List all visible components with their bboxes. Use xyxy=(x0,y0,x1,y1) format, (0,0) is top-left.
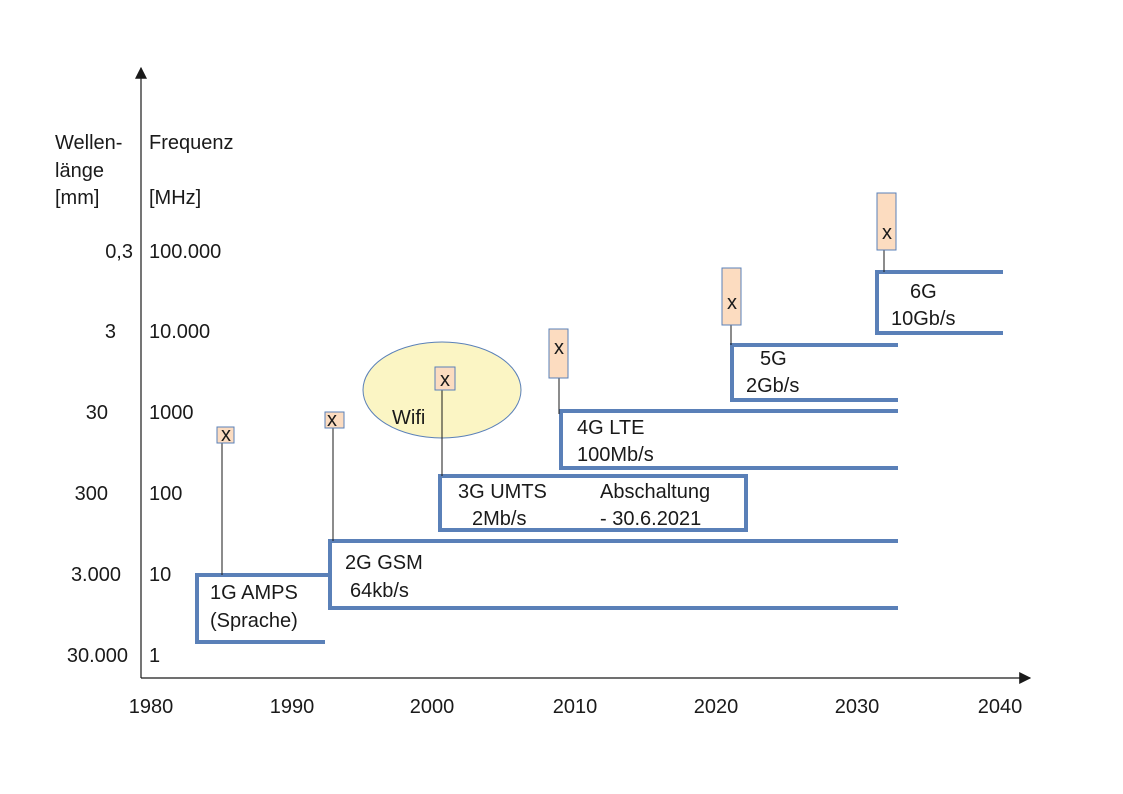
year-tick: 2040 xyxy=(978,696,1023,718)
label-3g-shutdown-date: - 30.6.2021 xyxy=(600,508,701,530)
marker-4g xyxy=(548,328,569,379)
label-4g-detail: 100Mb/s xyxy=(577,444,654,466)
year-tick: 1990 xyxy=(270,696,315,718)
frequency-tick: 10.000 xyxy=(149,321,210,343)
year-tick: 1980 xyxy=(129,696,174,718)
wavelength-tick: 3.000 xyxy=(71,564,121,586)
label-5g-detail: 2Gb/s xyxy=(746,375,799,397)
label-3g-detail: 2Mb/s xyxy=(472,508,526,530)
label-5g-name: 5G xyxy=(760,348,787,370)
frequency-header-line-1: Frequenz xyxy=(149,132,234,154)
frequency-tick: 100 xyxy=(149,483,182,505)
band-5g xyxy=(730,343,898,402)
marker-1g xyxy=(216,426,235,444)
label-2g-name: 2G GSM xyxy=(345,552,423,574)
band-1g-amps xyxy=(195,573,330,644)
frequency-tick: 100.000 xyxy=(149,241,221,263)
wavelength-header-line-2: länge xyxy=(55,160,104,182)
label-1g-name: 1G AMPS xyxy=(210,582,298,604)
wavelength-tick: 30 xyxy=(86,402,108,424)
wifi-label: Wifi xyxy=(392,407,425,429)
wavelength-tick: 0,3 xyxy=(105,241,133,263)
frequency-header-line-2: [MHz] xyxy=(149,187,201,209)
year-tick: 2000 xyxy=(410,696,455,718)
marker-5g-glyph: x xyxy=(727,292,737,314)
marker-5g xyxy=(721,267,742,326)
marker-6g-glyph: x xyxy=(882,222,892,244)
band-3g-umts xyxy=(438,474,748,532)
marker-2g-glyph: x xyxy=(327,409,337,431)
band-6g xyxy=(875,270,1003,335)
band-4g-lte xyxy=(559,409,898,470)
marker-4g-glyph: x xyxy=(554,337,564,359)
marker-3g xyxy=(434,366,456,391)
wavelength-header-line-3: [mm] xyxy=(55,187,99,209)
label-6g-detail: 10Gb/s xyxy=(891,308,955,330)
label-4g-name: 4G LTE xyxy=(577,417,644,439)
wavelength-header-line-1: Wellen- xyxy=(55,132,122,154)
band-2g-gsm xyxy=(328,539,898,610)
wavelength-tick: 3 xyxy=(105,321,116,343)
label-3g-name: 3G UMTS xyxy=(458,481,547,503)
year-tick: 2030 xyxy=(835,696,880,718)
marker-3g-glyph: x xyxy=(440,369,450,391)
frequency-tick: 10 xyxy=(149,564,171,586)
marker-2g xyxy=(324,411,345,429)
label-3g-shutdown: Abschaltung xyxy=(600,481,710,503)
year-tick: 2020 xyxy=(694,696,739,718)
label-1g-detail: (Sprache) xyxy=(210,610,298,632)
year-tick: 2010 xyxy=(553,696,598,718)
label-2g-detail: 64kb/s xyxy=(350,580,409,602)
frequency-tick: 1 xyxy=(149,645,160,667)
frequency-tick: 1000 xyxy=(149,402,194,424)
marker-1g-glyph: x xyxy=(221,424,231,446)
wavelength-tick: 30.000 xyxy=(67,645,128,667)
marker-6g xyxy=(876,192,897,251)
label-6g-name: 6G xyxy=(910,281,937,303)
wavelength-tick: 300 xyxy=(75,483,108,505)
